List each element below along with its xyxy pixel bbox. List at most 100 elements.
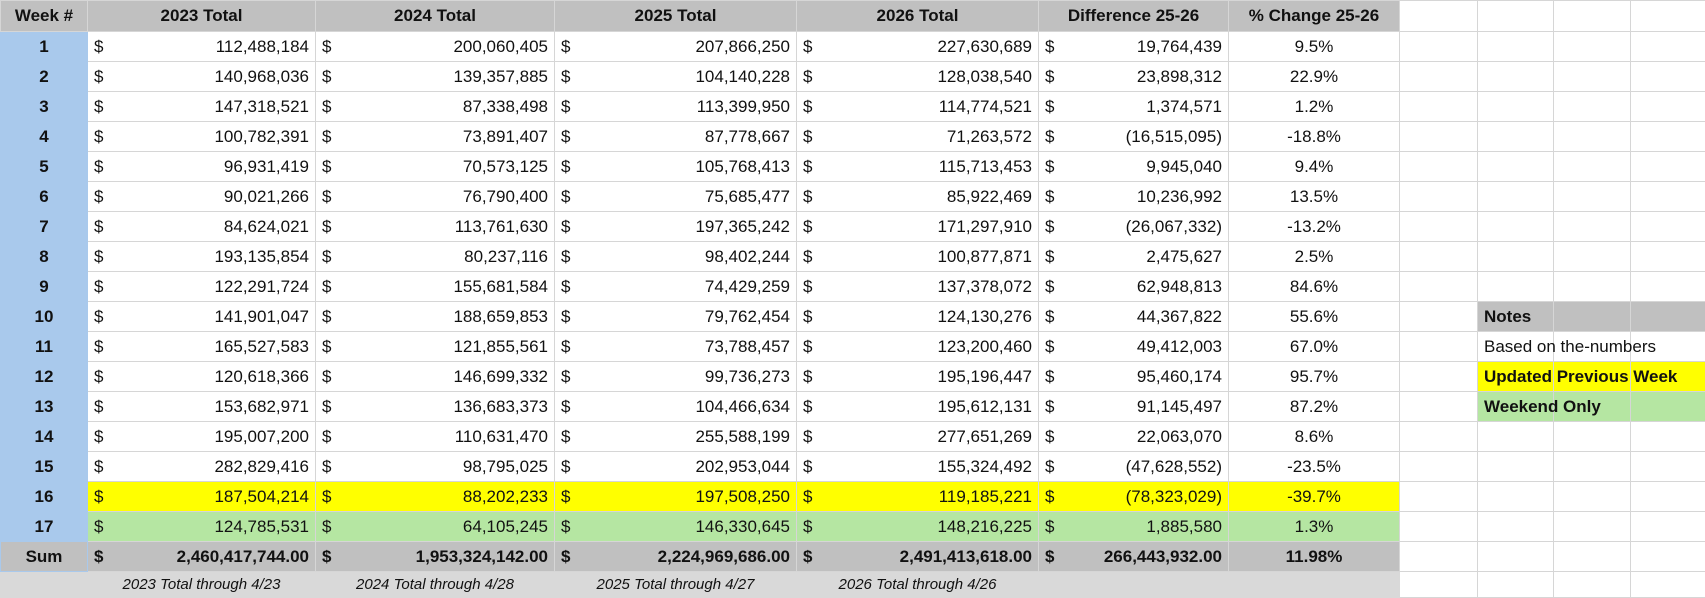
total-cell[interactable]: $119,185,221	[797, 482, 1039, 512]
percent-change-cell[interactable]: 1.2%	[1229, 92, 1400, 122]
sum-cell[interactable]: $2,224,969,686.00	[555, 542, 797, 572]
percent-change-cell[interactable]: -18.8%	[1229, 122, 1400, 152]
total-cell[interactable]: $202,953,044	[555, 452, 797, 482]
footnote[interactable]: 2026 Total through 4/26	[797, 572, 1039, 598]
total-cell[interactable]: $195,007,200	[88, 422, 316, 452]
percent-change-cell[interactable]: 87.2%	[1229, 392, 1400, 422]
total-cell[interactable]: $137,378,072	[797, 272, 1039, 302]
week-number[interactable]: 2	[1, 62, 88, 92]
total-cell[interactable]: $104,466,634	[555, 392, 797, 422]
difference-cell[interactable]: $44,367,822	[1039, 302, 1229, 332]
empty-cell[interactable]	[1478, 62, 1554, 92]
sum-cell[interactable]: $1,953,324,142.00	[316, 542, 555, 572]
empty-cell[interactable]	[1631, 572, 1705, 598]
empty-cell[interactable]	[1478, 32, 1554, 62]
difference-cell[interactable]: $49,412,003	[1039, 332, 1229, 362]
week-number[interactable]: 7	[1, 212, 88, 242]
sum-label[interactable]: Sum	[1, 542, 88, 572]
total-cell[interactable]: $76,790,400	[316, 182, 555, 212]
week-number[interactable]: 5	[1, 152, 88, 182]
total-cell[interactable]: $112,488,184	[88, 32, 316, 62]
total-cell[interactable]: $195,612,131	[797, 392, 1039, 422]
percent-change-cell[interactable]: -13.2%	[1229, 212, 1400, 242]
percent-change-cell[interactable]: -39.7%	[1229, 482, 1400, 512]
empty-cell[interactable]	[1631, 542, 1705, 572]
empty-cell[interactable]	[1400, 392, 1478, 422]
week-number[interactable]: 15	[1, 452, 88, 482]
empty-cell[interactable]	[1478, 512, 1554, 542]
total-cell[interactable]: $79,762,454	[555, 302, 797, 332]
empty-cell[interactable]	[1554, 242, 1631, 272]
total-cell[interactable]: $141,901,047	[88, 302, 316, 332]
sum-cell[interactable]: $2,491,413,618.00	[797, 542, 1039, 572]
footnote[interactable]: 2023 Total through 4/23	[88, 572, 316, 598]
empty-cell[interactable]	[1400, 122, 1478, 152]
total-cell[interactable]: $75,685,477	[555, 182, 797, 212]
total-cell[interactable]: $71,263,572	[797, 122, 1039, 152]
percent-change-cell[interactable]: 95.7%	[1229, 362, 1400, 392]
total-cell[interactable]: $153,682,971	[88, 392, 316, 422]
total-cell[interactable]: $255,588,199	[555, 422, 797, 452]
week-number[interactable]: 1	[1, 32, 88, 62]
total-cell[interactable]: $88,202,233	[316, 482, 555, 512]
empty-cell[interactable]	[1631, 482, 1705, 512]
percent-change-cell[interactable]: 67.0%	[1229, 332, 1400, 362]
percent-change-cell[interactable]: 55.6%	[1229, 302, 1400, 332]
difference-cell[interactable]: $62,948,813	[1039, 272, 1229, 302]
total-cell[interactable]: $155,681,584	[316, 272, 555, 302]
total-cell[interactable]: $113,399,950	[555, 92, 797, 122]
empty-cell[interactable]	[1554, 92, 1631, 122]
empty-cell[interactable]	[1631, 122, 1705, 152]
empty-cell[interactable]	[1229, 572, 1400, 598]
empty-cell[interactable]	[1400, 1, 1478, 32]
total-cell[interactable]: $113,761,630	[316, 212, 555, 242]
total-cell[interactable]: $124,130,276	[797, 302, 1039, 332]
total-cell[interactable]: $139,357,885	[316, 62, 555, 92]
week-number[interactable]: 12	[1, 362, 88, 392]
empty-cell[interactable]	[1400, 512, 1478, 542]
sum-cell[interactable]: $2,460,417,744.00	[88, 542, 316, 572]
difference-cell[interactable]: $(16,515,095)	[1039, 122, 1229, 152]
total-cell[interactable]: $277,651,269	[797, 422, 1039, 452]
sum-percent[interactable]: 11.98%	[1229, 542, 1400, 572]
percent-change-cell[interactable]: 9.5%	[1229, 32, 1400, 62]
total-cell[interactable]: $100,782,391	[88, 122, 316, 152]
total-cell[interactable]: $85,922,469	[797, 182, 1039, 212]
empty-cell[interactable]	[1631, 32, 1705, 62]
empty-cell[interactable]	[1478, 92, 1554, 122]
empty-cell[interactable]	[1478, 242, 1554, 272]
week-number[interactable]: 13	[1, 392, 88, 422]
column-header[interactable]: Week #	[1, 1, 88, 32]
percent-change-cell[interactable]: 1.3%	[1229, 512, 1400, 542]
note-item[interactable]: Updated Previous Week	[1478, 362, 1554, 392]
difference-cell[interactable]: $1,374,571	[1039, 92, 1229, 122]
empty-cell[interactable]	[1478, 272, 1554, 302]
total-cell[interactable]: $98,795,025	[316, 452, 555, 482]
total-cell[interactable]: $64,105,245	[316, 512, 555, 542]
week-number[interactable]: 6	[1, 182, 88, 212]
empty-cell[interactable]	[1554, 542, 1631, 572]
total-cell[interactable]: $115,713,453	[797, 152, 1039, 182]
total-cell[interactable]: $165,527,583	[88, 332, 316, 362]
footnote[interactable]: 2024 Total through 4/28	[316, 572, 555, 598]
total-cell[interactable]: $128,038,540	[797, 62, 1039, 92]
empty-cell[interactable]	[1039, 572, 1229, 598]
percent-change-cell[interactable]: 2.5%	[1229, 242, 1400, 272]
notes-title[interactable]: Notes	[1478, 302, 1554, 332]
empty-cell[interactable]	[1400, 302, 1478, 332]
difference-cell[interactable]: $(47,628,552)	[1039, 452, 1229, 482]
difference-cell[interactable]: $(78,323,029)	[1039, 482, 1229, 512]
empty-cell[interactable]	[1400, 452, 1478, 482]
total-cell[interactable]: $84,624,021	[88, 212, 316, 242]
total-cell[interactable]: $121,855,561	[316, 332, 555, 362]
note-cell[interactable]	[1631, 302, 1705, 332]
empty-cell[interactable]	[1554, 62, 1631, 92]
empty-cell[interactable]	[1631, 182, 1705, 212]
total-cell[interactable]: $146,330,645	[555, 512, 797, 542]
empty-cell[interactable]	[1400, 182, 1478, 212]
total-cell[interactable]: $70,573,125	[316, 152, 555, 182]
total-cell[interactable]: $187,504,214	[88, 482, 316, 512]
empty-cell[interactable]	[1400, 482, 1478, 512]
total-cell[interactable]: $171,297,910	[797, 212, 1039, 242]
empty-cell[interactable]	[1631, 452, 1705, 482]
